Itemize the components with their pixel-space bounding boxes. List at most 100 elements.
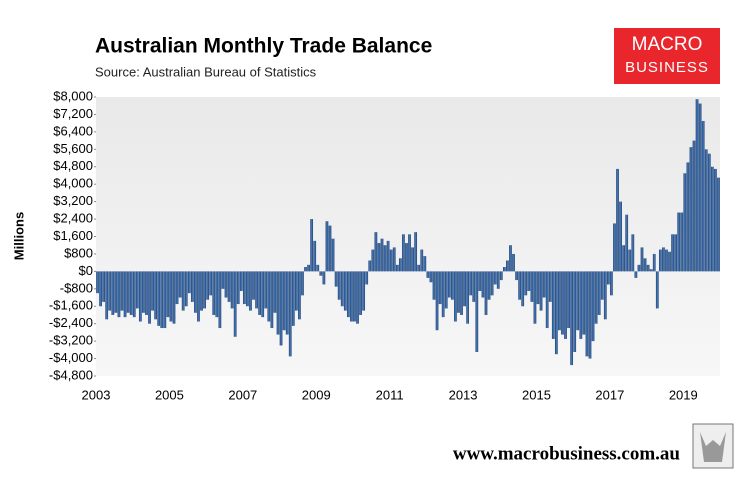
bar (230, 271, 234, 309)
x-tick-label: 2017 (595, 387, 624, 402)
bar (469, 271, 473, 296)
bar (255, 271, 258, 309)
logo-text: BUSINESS (625, 59, 709, 76)
footer-url: www.macrobusiness.com.au (453, 443, 681, 464)
bar (564, 271, 567, 339)
bar (111, 271, 115, 315)
bar (643, 258, 647, 272)
bar (151, 271, 154, 311)
bar (365, 271, 369, 285)
bar (142, 271, 145, 313)
bar (224, 271, 228, 298)
y-tick-label: -$1,600 (49, 298, 93, 313)
bar (591, 271, 595, 342)
bar (212, 271, 216, 315)
bar (551, 271, 555, 339)
bar (123, 271, 127, 318)
bar (236, 271, 240, 305)
bar (408, 234, 411, 272)
bar (652, 253, 656, 272)
bar (671, 234, 674, 272)
y-tick-label: $4,000 (53, 176, 93, 191)
bar (490, 271, 494, 296)
bar (398, 258, 402, 272)
bar (689, 147, 693, 272)
bar (567, 271, 570, 329)
bar (521, 271, 525, 307)
x-tick-label: 2019 (669, 387, 698, 402)
bar (686, 162, 690, 272)
bar (466, 271, 470, 324)
bar (285, 271, 289, 335)
bar (221, 271, 225, 289)
bar (328, 225, 332, 272)
bar (129, 271, 133, 315)
bar (267, 271, 271, 322)
bar (197, 271, 200, 322)
bar (325, 221, 329, 272)
plot-area (96, 97, 720, 376)
y-tick-label: -$2,400 (49, 315, 93, 330)
bar (154, 271, 158, 320)
bar (304, 267, 307, 272)
bar (530, 271, 534, 302)
bar (105, 271, 109, 320)
bar (487, 271, 491, 300)
bar (674, 234, 678, 272)
bar (227, 271, 231, 302)
bar (181, 271, 185, 311)
bar (597, 271, 601, 315)
bar (594, 271, 598, 324)
bar (190, 271, 194, 302)
bar (402, 234, 405, 272)
bar (405, 243, 408, 272)
bar (270, 271, 274, 329)
bar (658, 249, 662, 272)
bar (454, 271, 457, 322)
y-tick-label: -$4,800 (49, 367, 93, 382)
bar (710, 166, 714, 272)
bar (475, 271, 479, 353)
bar (573, 271, 577, 353)
bar (108, 271, 112, 311)
bar (714, 168, 717, 272)
x-tick-label: 2007 (228, 387, 257, 402)
bar (184, 271, 188, 307)
bar (135, 271, 139, 309)
bar (313, 240, 317, 272)
bar (662, 247, 665, 272)
bar (200, 271, 203, 311)
bar (622, 245, 626, 272)
bar (160, 271, 164, 329)
bar (343, 271, 347, 311)
bar (640, 247, 644, 272)
bar (346, 271, 350, 318)
bar (502, 267, 506, 272)
bar (429, 271, 433, 283)
bar (138, 271, 142, 322)
bar (252, 271, 255, 300)
bar (334, 271, 338, 287)
bar (383, 245, 387, 272)
bar (677, 212, 681, 272)
bar (374, 232, 378, 272)
bar (120, 271, 124, 311)
x-tick-label: 2003 (82, 387, 111, 402)
bar (460, 271, 463, 315)
bar (665, 249, 668, 272)
bar (698, 103, 702, 272)
chart-subtitle: Source: Australian Bureau of Statistics (95, 64, 317, 79)
bar (515, 271, 518, 281)
bar (509, 245, 512, 272)
bar (628, 249, 632, 272)
bar (655, 271, 659, 309)
y-tick-label: $4,800 (53, 158, 93, 173)
bar (163, 271, 167, 329)
bar (493, 271, 497, 285)
logo-text: MACRO (632, 34, 703, 55)
bar (114, 271, 118, 313)
y-tick-label: $2,400 (53, 211, 93, 226)
bar (322, 271, 326, 285)
bar (371, 249, 375, 272)
